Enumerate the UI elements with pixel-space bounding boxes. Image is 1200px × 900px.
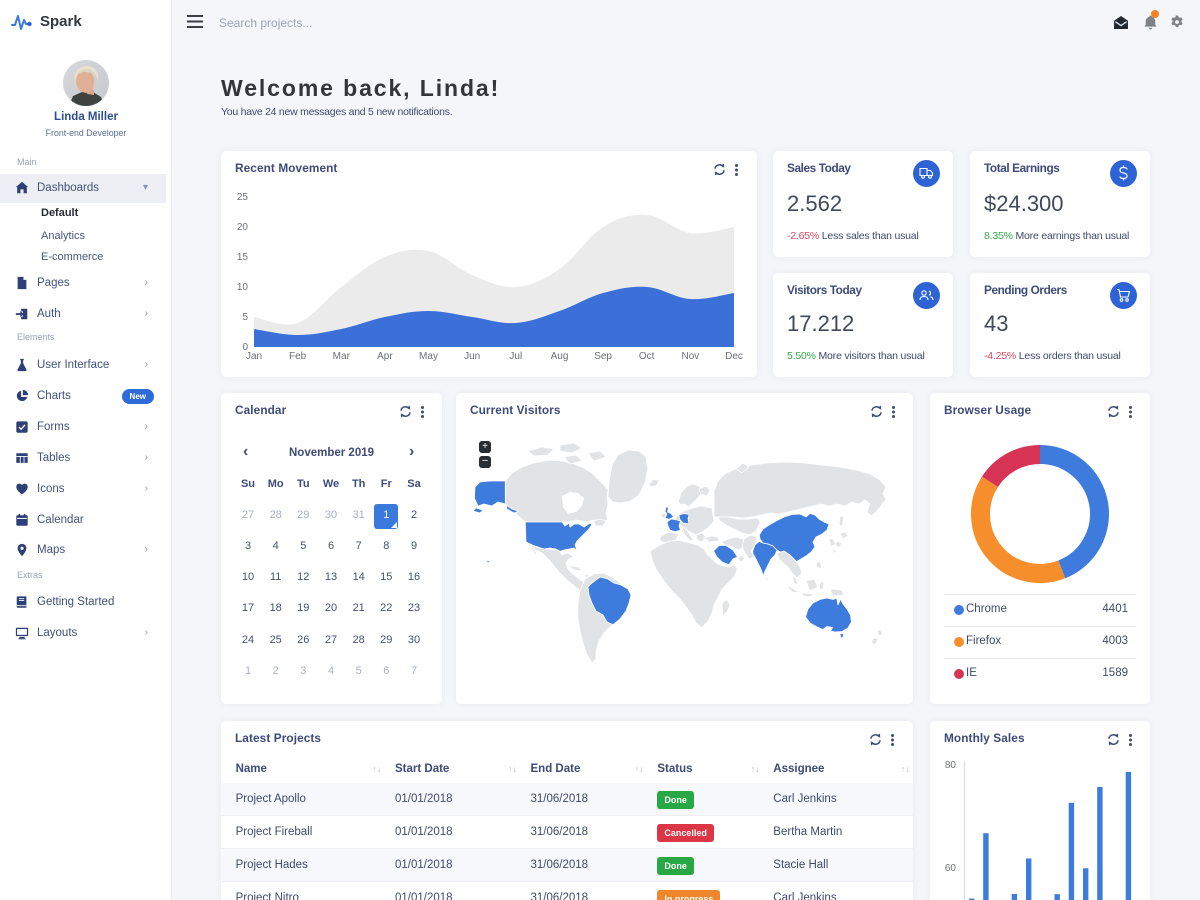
svg-text:Sep: Sep bbox=[594, 351, 612, 362]
svg-text:Feb: Feb bbox=[289, 351, 307, 362]
svg-text:Dec: Dec bbox=[725, 351, 743, 362]
svg-text:Apr: Apr bbox=[377, 351, 393, 362]
svg-text:Mar: Mar bbox=[333, 351, 351, 362]
svg-text:5: 5 bbox=[242, 312, 248, 323]
svg-text:Oct: Oct bbox=[639, 351, 655, 362]
svg-text:80: 80 bbox=[945, 760, 957, 771]
svg-text:May: May bbox=[419, 351, 438, 362]
svg-text:Jul: Jul bbox=[509, 351, 522, 362]
svg-text:15: 15 bbox=[237, 252, 249, 263]
svg-text:Aug: Aug bbox=[551, 351, 569, 362]
svg-text:Nov: Nov bbox=[682, 351, 700, 362]
svg-text:60: 60 bbox=[945, 863, 957, 874]
svg-text:0: 0 bbox=[242, 342, 248, 353]
svg-text:10: 10 bbox=[237, 282, 249, 293]
svg-text:Jan: Jan bbox=[246, 351, 262, 362]
svg-text:25: 25 bbox=[237, 192, 249, 203]
svg-text:Jun: Jun bbox=[464, 351, 480, 362]
svg-text:20: 20 bbox=[237, 222, 249, 233]
